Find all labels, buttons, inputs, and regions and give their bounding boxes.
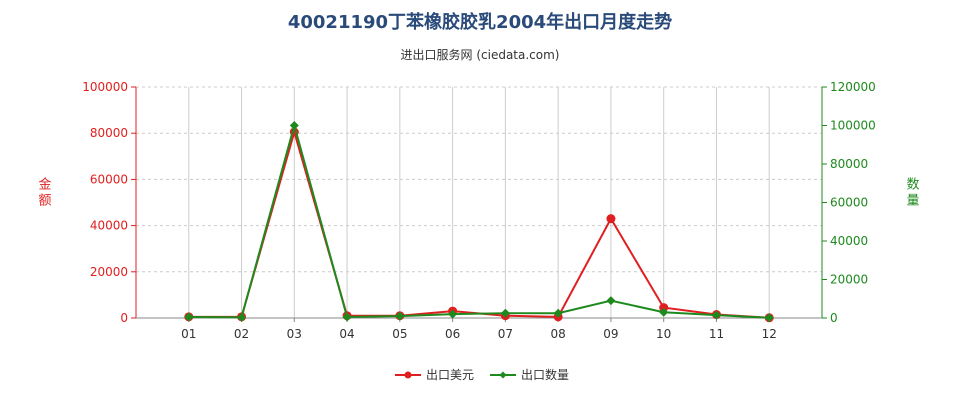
left-axis-tick-label: 100000 (82, 80, 128, 94)
left-axis-tick-label: 20000 (90, 265, 128, 279)
x-axis-tick-label: 05 (392, 327, 407, 341)
legend-label: 出口美元 (426, 368, 474, 382)
x-axis-tick-label: 03 (287, 327, 302, 341)
right-axis-tick-label: 60000 (830, 196, 868, 210)
data-point (606, 214, 616, 224)
right-axis-tick-label: 120000 (830, 80, 876, 94)
legend-swatch-marker (404, 371, 412, 379)
legend-swatch-marker (499, 371, 507, 379)
right-axis-tick-label: 0 (830, 311, 838, 325)
data-point (659, 303, 669, 313)
x-axis-tick-label: 04 (339, 327, 354, 341)
data-point (764, 313, 774, 323)
data-point (606, 296, 616, 306)
x-axis-tick-label: 10 (656, 327, 671, 341)
data-point (500, 308, 510, 318)
x-axis-tick-label: 12 (762, 327, 777, 341)
left-axis-tick-label: 80000 (90, 126, 128, 140)
x-axis-tick-label: 09 (603, 327, 618, 341)
x-axis-tick-label: 08 (551, 327, 566, 341)
data-point (289, 121, 299, 130)
data-point (711, 310, 721, 320)
x-axis-tick-label: 11 (709, 327, 724, 341)
right-axis-tick-label: 80000 (830, 157, 868, 171)
left-axis-title: 金额 (38, 177, 51, 209)
data-point (395, 311, 405, 321)
right-axis-tick-label: 40000 (830, 234, 868, 248)
right-axis-tick-label: 20000 (830, 273, 868, 287)
x-axis-tick-label: 01 (181, 327, 196, 341)
legend-label: 出口数量 (521, 367, 569, 382)
plot-area (136, 87, 822, 318)
data-point (237, 312, 247, 322)
x-axis-tick-label: 06 (445, 327, 460, 341)
right-axis-title: 数量 (906, 178, 919, 209)
left-axis-tick-label: 40000 (90, 219, 128, 233)
data-point (659, 307, 669, 317)
data-point (553, 308, 563, 318)
data-point (448, 309, 458, 319)
x-axis-tick-label: 02 (234, 327, 249, 341)
data-point (184, 312, 194, 322)
left-axis-tick-label: 0 (120, 311, 128, 325)
data-point (342, 312, 352, 322)
right-axis-tick-label: 100000 (830, 119, 876, 133)
x-axis-tick-label: 07 (498, 327, 513, 341)
chart-title: 40021190丁苯橡胶胶乳2004年出口月度走势 (287, 12, 673, 33)
series-line (188, 121, 770, 319)
chart-subtitle: 进出口服务网 (ciedata.com) (400, 48, 560, 62)
left-axis-tick-label: 60000 (90, 172, 128, 186)
